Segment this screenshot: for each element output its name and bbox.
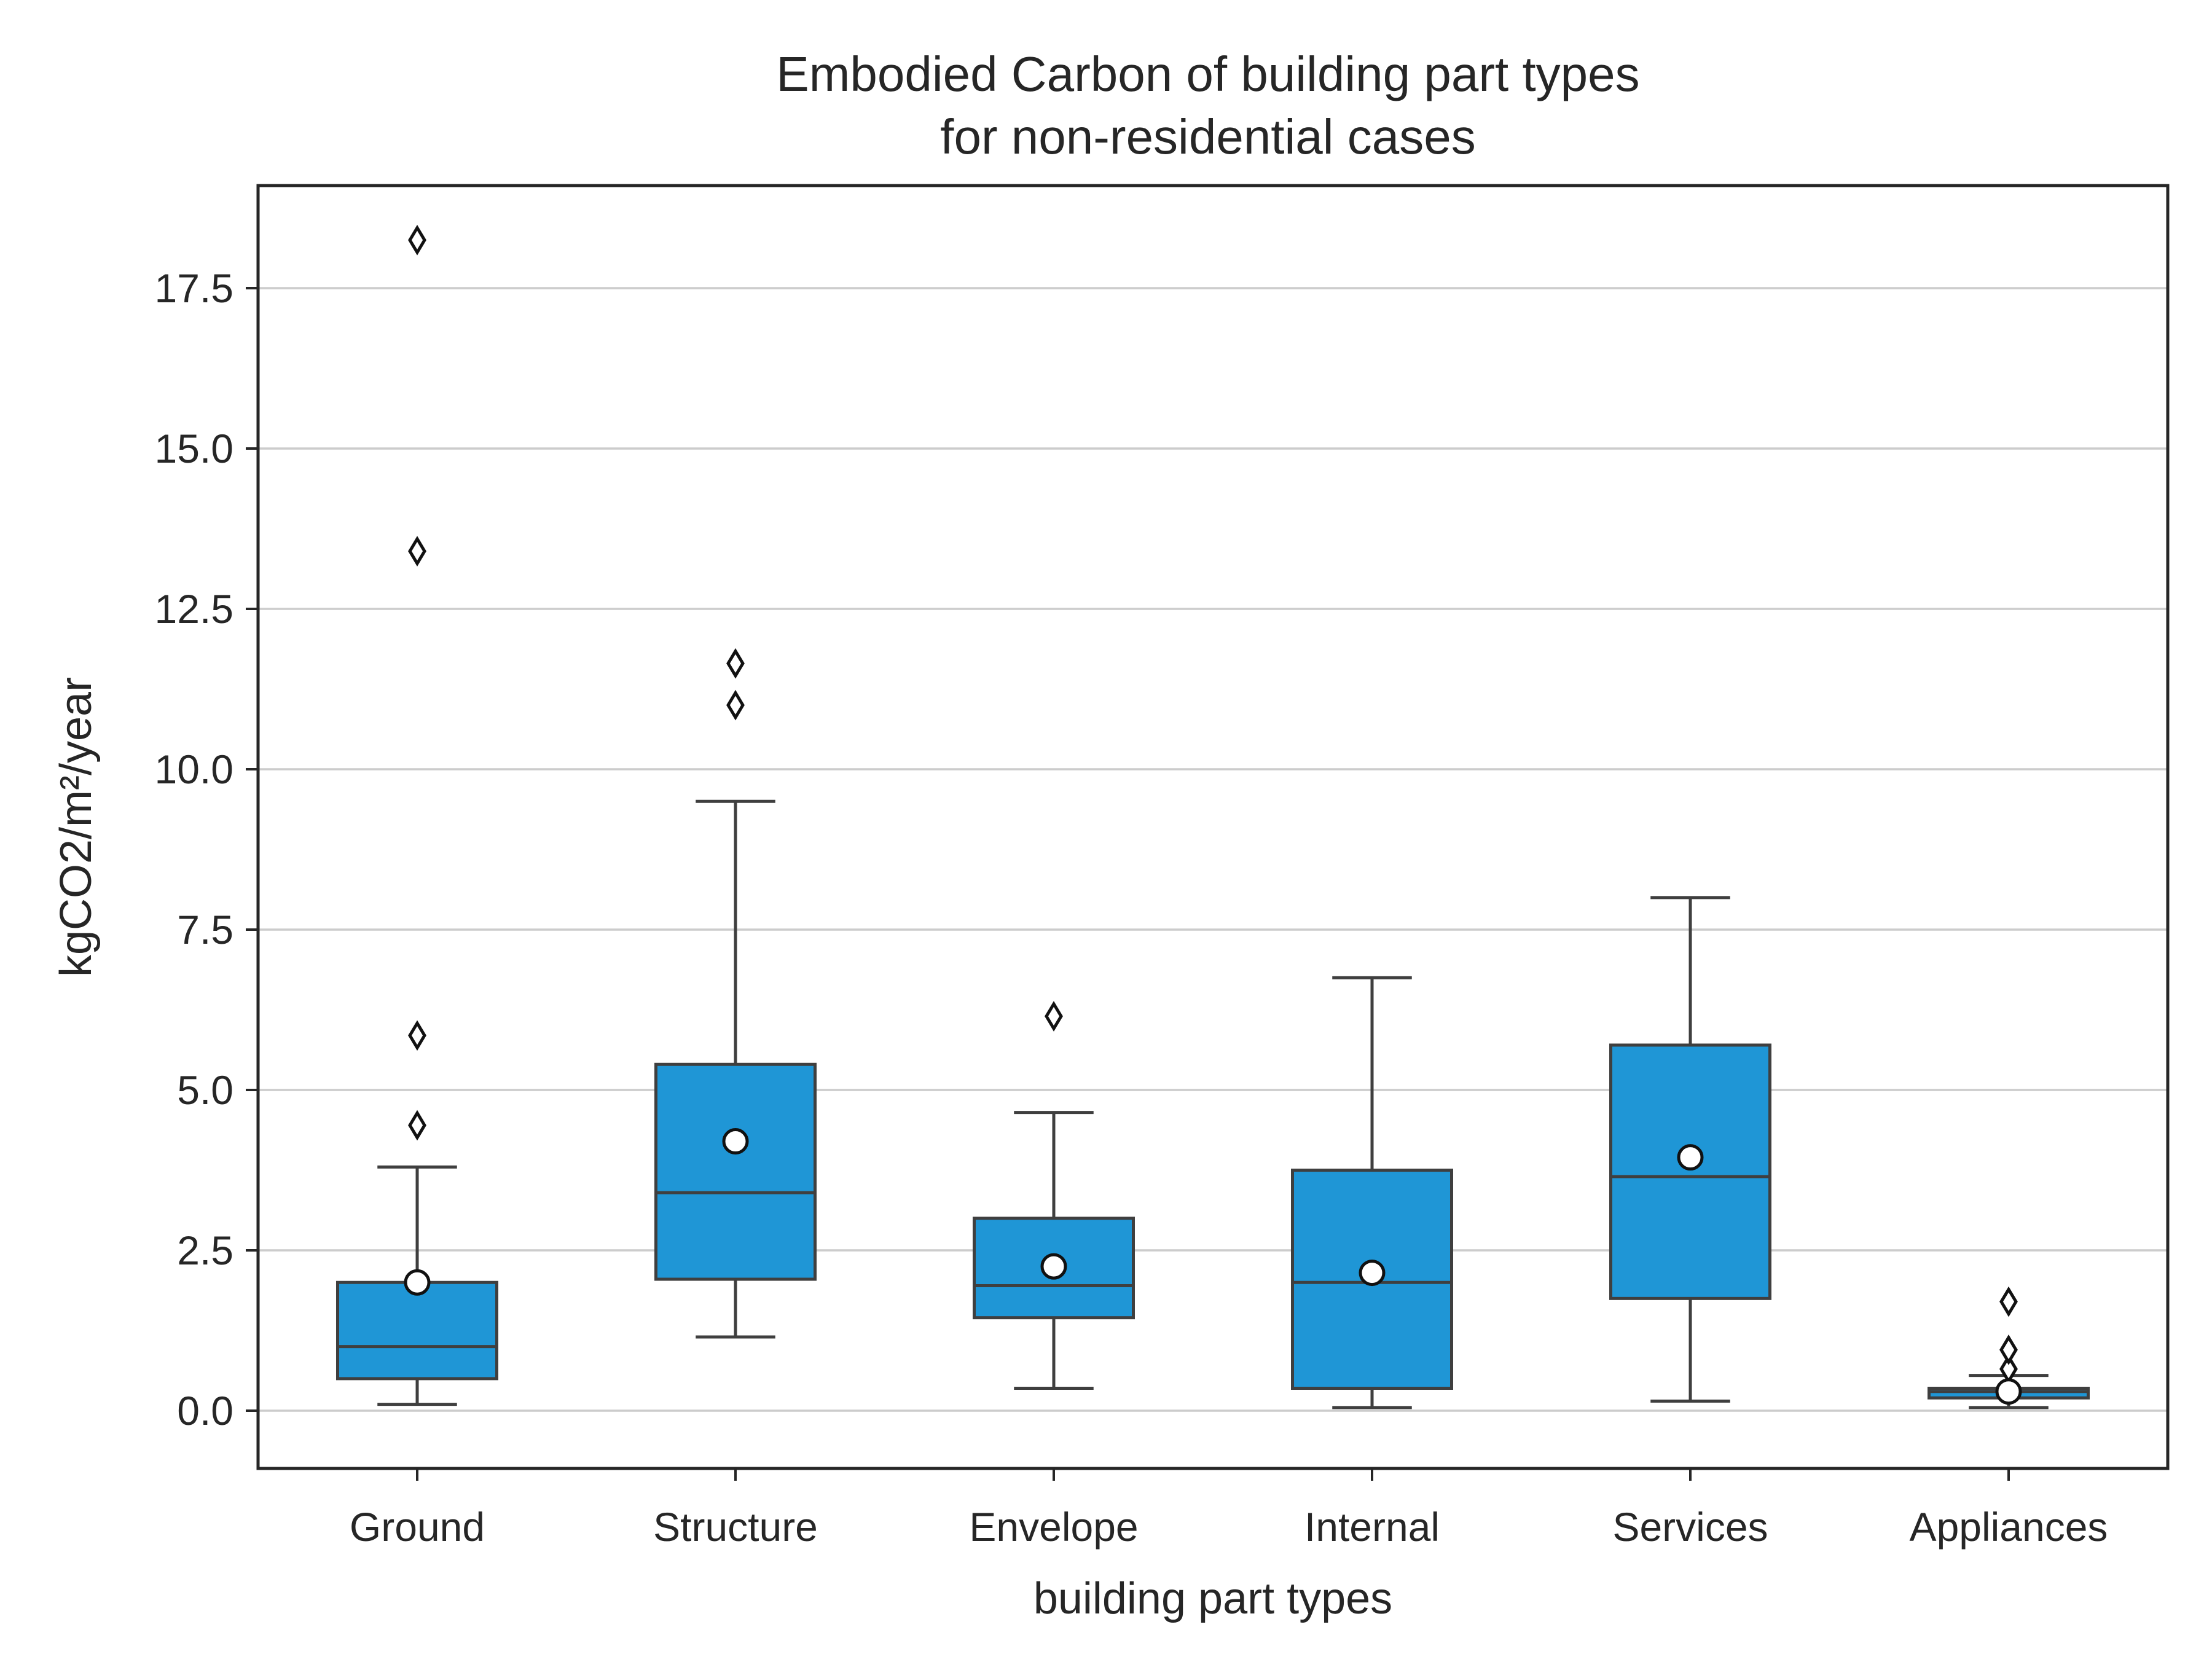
iqr-box <box>654 1062 817 1281</box>
y-tick-label: 7.5 <box>177 907 233 952</box>
y-tick-label: 17.5 <box>155 265 233 311</box>
gridlines <box>258 287 2168 1412</box>
mean-marker <box>1359 1260 1386 1287</box>
y-tick-label: 0.0 <box>177 1388 233 1433</box>
mean-marker <box>404 1269 431 1296</box>
x-tick-label: Services <box>1612 1504 1768 1550</box>
mean-marker <box>1040 1253 1067 1280</box>
boxes <box>336 224 2090 1409</box>
outlier-point <box>1999 1335 2018 1365</box>
box-appliances <box>1928 1286 2090 1409</box>
mean-marker <box>1677 1144 1704 1171</box>
y-axis-label: kgCO2/m²/year <box>52 677 101 977</box>
x-tick-label: Envelope <box>969 1504 1138 1550</box>
outlier-point <box>408 1110 426 1141</box>
iqr-box <box>336 1280 498 1381</box>
box-envelope <box>973 1001 1135 1390</box>
x-tick-label: Ground <box>350 1504 485 1550</box>
outlier-point <box>408 224 426 256</box>
x-tick-label: Appliances <box>1910 1504 2108 1550</box>
x-axis-label: building part types <box>1033 1574 1392 1623</box>
ticks: 0.0 2.5 5.0 7.5 10.0 12.5 15.0 17.5 Ground Struct… <box>155 265 2108 1550</box>
chart-title-line-2: for non-residential cases <box>940 109 1476 164</box>
outlier-point <box>408 536 426 566</box>
iqr-box <box>1609 1043 1771 1300</box>
box-services <box>1609 896 1771 1403</box>
x-tick-label: Internal <box>1304 1504 1440 1550</box>
chart-title-line-1: Embodied Carbon of building part types <box>776 47 1639 101</box>
y-tick-label: 10.0 <box>155 747 233 792</box>
box-structure <box>654 648 817 1339</box>
outlier-point <box>726 648 745 679</box>
x-tick-label: Structure <box>653 1504 818 1550</box>
outlier-point <box>1999 1286 2018 1317</box>
mean-marker <box>722 1128 749 1155</box>
y-tick-label: 15.0 <box>155 426 233 471</box>
mean-marker <box>1995 1378 2022 1405</box>
box-ground <box>336 224 498 1406</box>
outlier-point <box>1045 1001 1063 1032</box>
y-tick-label: 12.5 <box>155 586 233 632</box>
box-internal <box>1291 976 1453 1409</box>
outlier-point <box>726 689 745 721</box>
outlier-point <box>408 1020 426 1051</box>
y-tick-label: 5.0 <box>177 1067 233 1113</box>
plot-frame <box>256 184 2170 1470</box>
y-tick-label: 2.5 <box>177 1228 233 1273</box>
